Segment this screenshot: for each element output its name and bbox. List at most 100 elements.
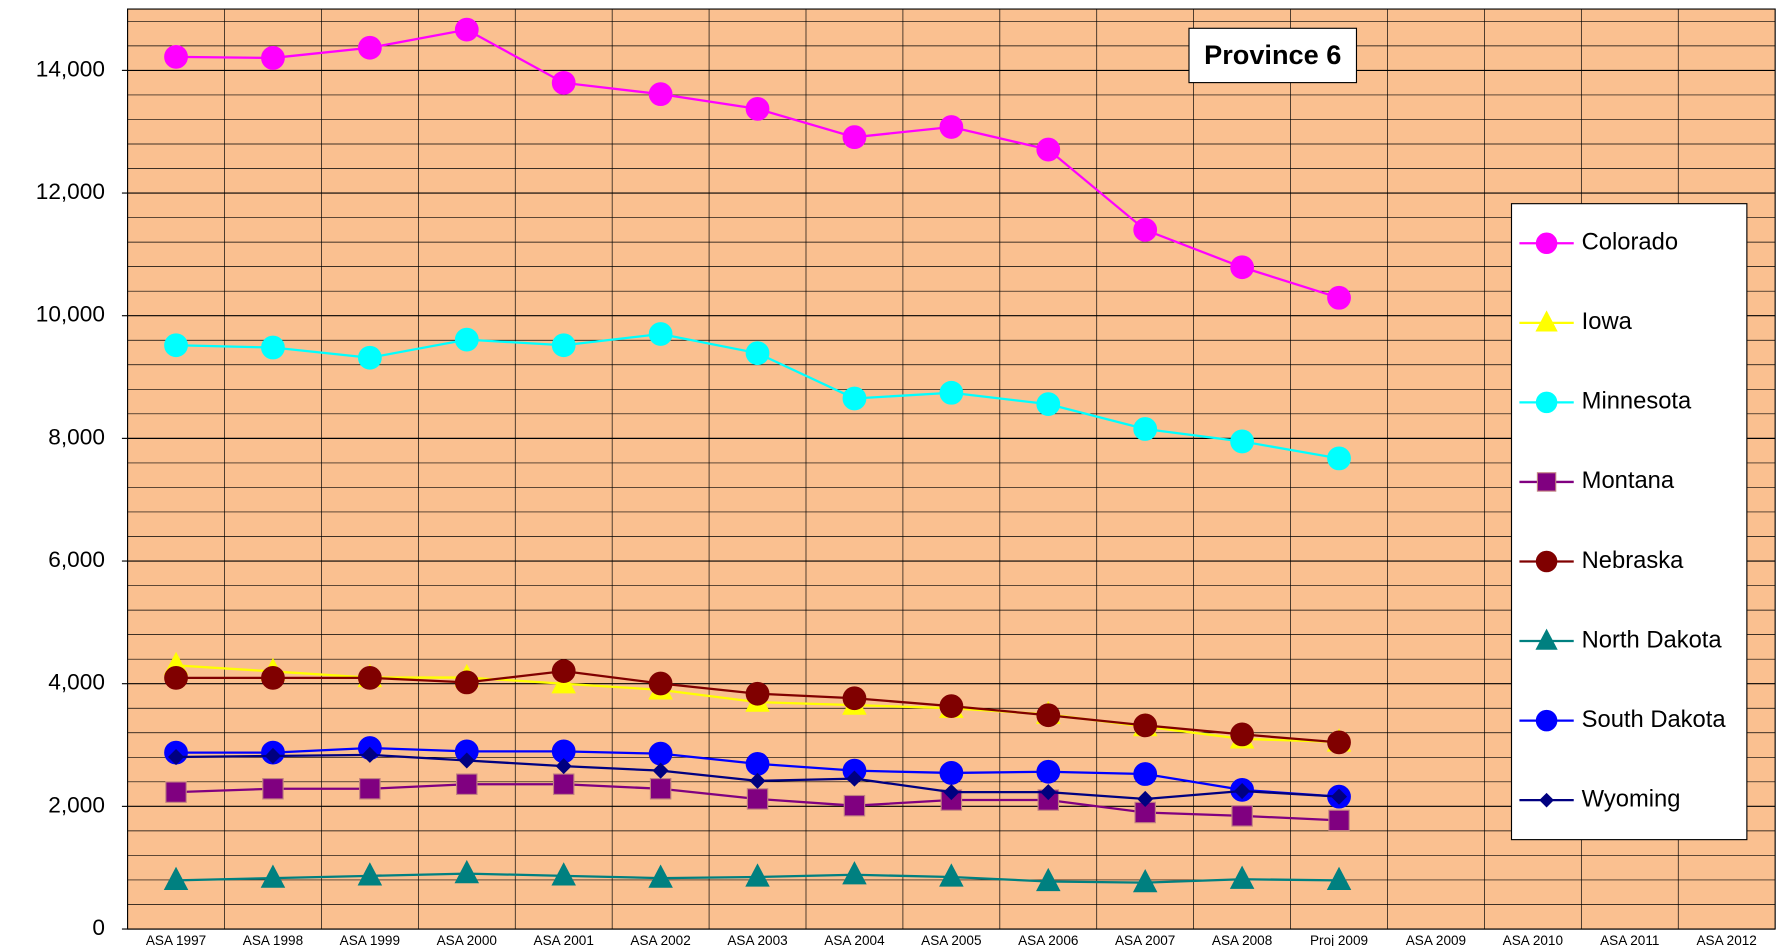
x-tick-label: ASA 2005 bbox=[921, 933, 981, 946]
data-point bbox=[842, 125, 867, 150]
data-point bbox=[939, 380, 964, 405]
legend-label: North Dakota bbox=[1582, 626, 1723, 653]
data-point bbox=[1230, 722, 1254, 747]
data-point bbox=[1133, 417, 1158, 441]
data-point bbox=[456, 773, 478, 795]
x-tick-label: ASA 2003 bbox=[727, 933, 787, 946]
data-point bbox=[1133, 218, 1158, 242]
title-box bbox=[1188, 27, 1358, 84]
x-tick-label: ASA 2008 bbox=[1212, 933, 1272, 946]
legend-label: Nebraska bbox=[1582, 547, 1684, 574]
data-point bbox=[357, 862, 383, 886]
chart-title: Province 6 bbox=[1204, 39, 1341, 70]
data-point bbox=[1230, 429, 1254, 454]
data-point bbox=[1330, 788, 1348, 805]
y-tick-label: 0 bbox=[92, 915, 105, 940]
data-point bbox=[1036, 137, 1061, 162]
data-point bbox=[262, 778, 284, 800]
data-point bbox=[1036, 392, 1061, 417]
data-point bbox=[454, 859, 480, 884]
x-tick-label: ASA 2007 bbox=[1115, 933, 1175, 946]
x-tick-label: ASA 2010 bbox=[1503, 933, 1564, 946]
data-point bbox=[1327, 730, 1351, 755]
data-point bbox=[163, 866, 189, 891]
x-tick-label: ASA 2012 bbox=[1697, 933, 1757, 946]
data-point bbox=[555, 758, 572, 775]
y-tick-label: 14,000 bbox=[36, 56, 105, 81]
data-point bbox=[746, 788, 769, 810]
data-point bbox=[1137, 790, 1154, 807]
data-point bbox=[1327, 446, 1351, 471]
data-point bbox=[745, 681, 770, 706]
data-point bbox=[454, 670, 479, 695]
data-point bbox=[1133, 762, 1158, 786]
data-point bbox=[745, 97, 770, 121]
legend-marker bbox=[1535, 709, 1558, 732]
data-point bbox=[1036, 759, 1061, 784]
data-point bbox=[939, 863, 964, 887]
data-point bbox=[842, 861, 867, 885]
data-point bbox=[745, 863, 770, 887]
legend bbox=[1510, 203, 1748, 841]
legend-marker bbox=[1535, 232, 1558, 255]
data-point bbox=[1132, 868, 1158, 893]
data-point bbox=[745, 341, 770, 366]
data-point bbox=[261, 665, 285, 690]
legend-marker bbox=[1535, 628, 1558, 650]
data-point bbox=[261, 46, 285, 70]
data-point bbox=[1327, 285, 1351, 310]
data-point bbox=[1234, 782, 1251, 800]
data-point bbox=[745, 751, 770, 776]
legend-label: Minnesota bbox=[1582, 388, 1692, 415]
data-point bbox=[1230, 255, 1254, 280]
data-point bbox=[649, 778, 672, 800]
y-tick-label: 12,000 bbox=[36, 179, 105, 204]
x-tick-label: ASA 1997 bbox=[146, 933, 206, 946]
data-point bbox=[648, 82, 673, 107]
data-point bbox=[1036, 867, 1061, 892]
data-point bbox=[167, 749, 185, 766]
x-tick-label: ASA 1998 bbox=[243, 933, 303, 946]
data-point bbox=[648, 322, 673, 346]
y-tick-label: 4,000 bbox=[48, 670, 105, 695]
y-tick-label: 6,000 bbox=[48, 547, 105, 572]
data-point bbox=[648, 671, 673, 696]
legend-marker bbox=[1536, 472, 1557, 492]
legend-marker bbox=[1539, 792, 1554, 808]
x-tick-label: ASA 2011 bbox=[1600, 933, 1659, 946]
data-point bbox=[357, 665, 382, 690]
legend-label: Iowa bbox=[1582, 308, 1633, 335]
x-tick-label: Proj 2009 bbox=[1310, 933, 1368, 946]
x-tick-label: ASA 2000 bbox=[437, 933, 498, 946]
data-point bbox=[361, 746, 378, 763]
data-point bbox=[164, 44, 188, 69]
data-point bbox=[551, 659, 576, 684]
legend-label: Colorado bbox=[1582, 229, 1678, 256]
data-point bbox=[357, 35, 382, 60]
data-point bbox=[458, 752, 475, 769]
y-tick-label: 8,000 bbox=[48, 424, 105, 449]
data-point bbox=[842, 386, 867, 411]
data-point bbox=[842, 686, 867, 711]
data-point bbox=[1036, 703, 1061, 728]
data-point bbox=[648, 741, 673, 766]
legend-label: South Dakota bbox=[1582, 706, 1727, 733]
data-point bbox=[943, 784, 960, 801]
data-point bbox=[939, 694, 964, 719]
x-tick-label: ASA 2009 bbox=[1406, 933, 1466, 946]
legend-marker bbox=[1535, 391, 1558, 414]
legend-label: Wyoming bbox=[1582, 785, 1681, 812]
data-point bbox=[648, 864, 673, 888]
data-point bbox=[359, 778, 381, 800]
data-point bbox=[454, 327, 479, 352]
legend-label: Montana bbox=[1582, 467, 1675, 494]
data-point bbox=[261, 335, 285, 360]
data-point bbox=[260, 864, 286, 888]
data-point bbox=[552, 773, 575, 795]
data-point bbox=[164, 665, 188, 690]
x-tick-label: ASA 2004 bbox=[824, 933, 885, 946]
data-point bbox=[939, 115, 964, 139]
data-point bbox=[1328, 809, 1350, 832]
data-point bbox=[846, 770, 863, 787]
